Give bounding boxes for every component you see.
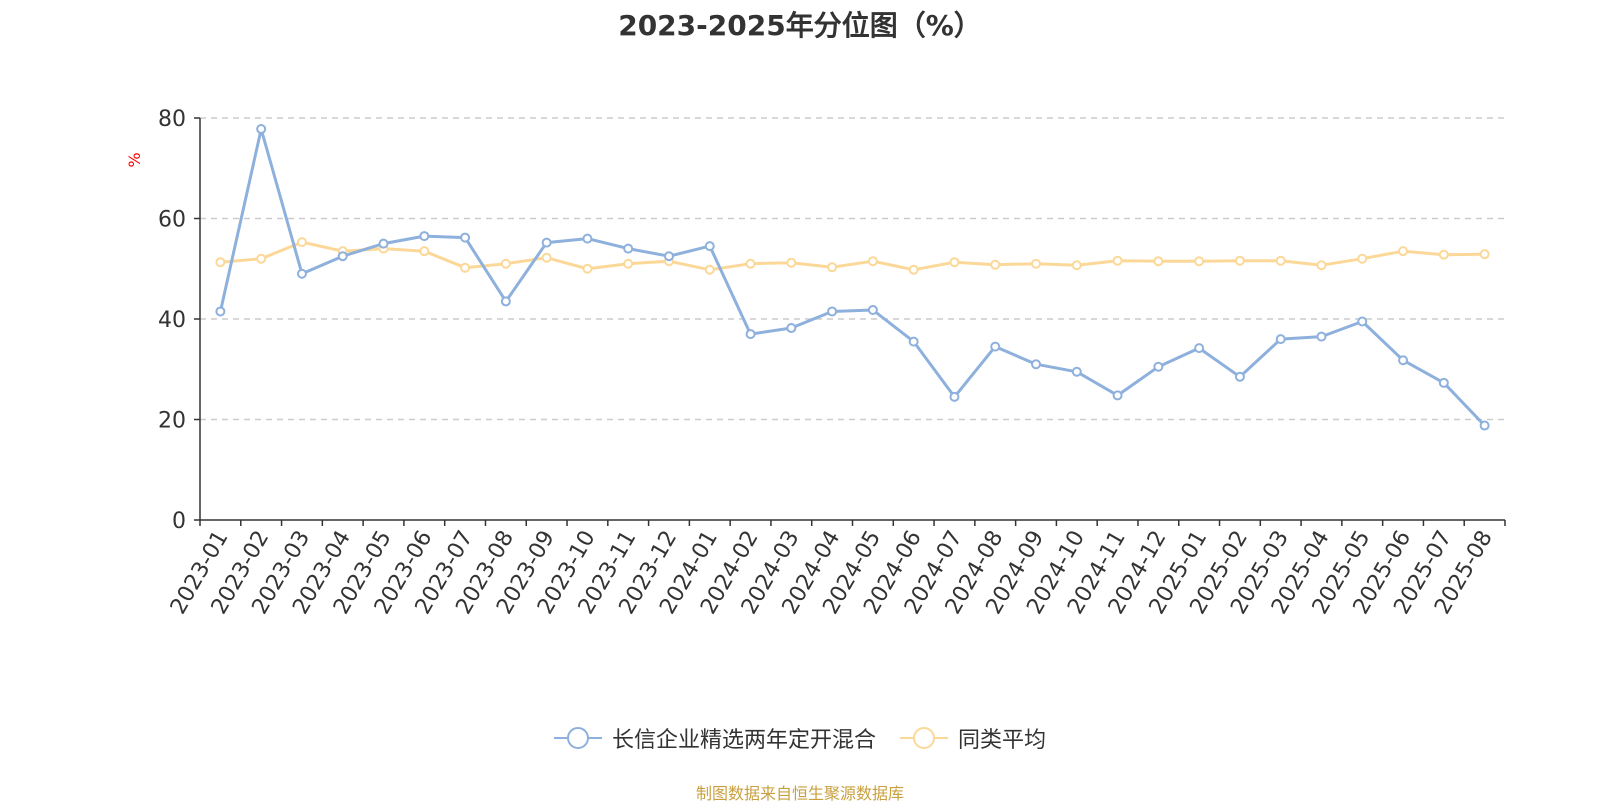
data-point[interactable] <box>215 257 226 268</box>
data-point[interactable] <box>1479 420 1490 431</box>
data-point[interactable] <box>541 237 552 248</box>
data-point[interactable] <box>786 323 797 334</box>
legend-item-fund[interactable]: 长信企业精选两年定开混合 <box>553 722 876 754</box>
data-point[interactable] <box>867 256 878 267</box>
data-point[interactable] <box>1316 260 1327 271</box>
y-tick-label: 0 <box>172 509 186 534</box>
data-point[interactable] <box>1112 390 1123 401</box>
data-point[interactable] <box>1112 255 1123 266</box>
data-point[interactable] <box>1275 334 1286 345</box>
legend-item-average[interactable]: 同类平均 <box>900 722 1046 754</box>
data-point[interactable] <box>908 264 919 275</box>
data-point[interactable] <box>256 124 267 135</box>
data-point[interactable] <box>378 238 389 249</box>
data-point[interactable] <box>1398 355 1409 366</box>
data-point[interactable] <box>1071 260 1082 271</box>
data-point[interactable] <box>500 296 511 307</box>
data-point[interactable] <box>500 258 511 269</box>
data-point[interactable] <box>1357 316 1368 327</box>
data-point[interactable] <box>623 243 634 254</box>
data-point[interactable] <box>215 306 226 317</box>
data-point[interactable] <box>460 262 471 273</box>
y-tick-label: 80 <box>158 107 186 132</box>
source-note: 制图数据来自恒生聚源数据库 <box>695 784 904 803</box>
data-point[interactable] <box>786 257 797 268</box>
data-point[interactable] <box>663 251 674 262</box>
legend-blue-line-icon <box>553 727 602 749</box>
y-tick-label: 60 <box>158 208 186 233</box>
data-point[interactable] <box>990 259 1001 270</box>
data-point[interactable] <box>337 251 348 262</box>
data-point[interactable] <box>419 231 430 242</box>
y-axis-label: % <box>125 152 144 167</box>
data-point[interactable] <box>296 237 307 248</box>
legend-label-fund: 长信企业精选两年定开混合 <box>611 728 876 753</box>
data-point[interactable] <box>1438 249 1449 260</box>
series <box>215 124 1490 431</box>
data-point[interactable] <box>990 341 1001 352</box>
data-point[interactable] <box>1398 246 1409 257</box>
data-point[interactable] <box>827 306 838 317</box>
data-point[interactable] <box>704 264 715 275</box>
data-point[interactable] <box>256 253 267 264</box>
axes: 0204060802023-012023-022023-032023-04202… <box>158 107 1506 619</box>
data-point[interactable] <box>1153 256 1164 267</box>
data-point[interactable] <box>1071 366 1082 377</box>
data-point[interactable] <box>1031 359 1042 370</box>
grid-lines <box>200 117 1505 421</box>
data-point[interactable] <box>1234 371 1245 382</box>
data-point[interactable] <box>1031 258 1042 269</box>
data-point[interactable] <box>1194 256 1205 267</box>
data-point[interactable] <box>1275 255 1286 266</box>
data-point[interactable] <box>827 262 838 273</box>
chart-title: 2023-2025年分位图（%） <box>618 9 982 42</box>
data-point[interactable] <box>1438 377 1449 388</box>
data-point[interactable] <box>867 304 878 315</box>
legend-label-average: 同类平均 <box>958 728 1047 753</box>
data-point[interactable] <box>1194 343 1205 354</box>
data-point[interactable] <box>745 329 756 340</box>
data-point[interactable] <box>949 257 960 268</box>
legend-orange-line-icon <box>900 727 948 749</box>
data-point[interactable] <box>623 258 634 269</box>
data-point[interactable] <box>296 268 307 279</box>
y-tick-label: 40 <box>158 308 186 333</box>
y-tick-label: 20 <box>158 409 186 434</box>
data-point[interactable] <box>745 258 756 269</box>
series-line <box>220 240 1485 272</box>
legend: 长信企业精选两年定开混合 同类平均 <box>0 722 1600 754</box>
data-point[interactable] <box>1316 331 1327 342</box>
data-point[interactable] <box>1153 361 1164 372</box>
data-point[interactable] <box>419 246 430 257</box>
data-point[interactable] <box>460 232 471 243</box>
data-point[interactable] <box>1357 253 1368 264</box>
data-point[interactable] <box>582 233 593 244</box>
data-point[interactable] <box>1479 249 1490 260</box>
data-point[interactable] <box>541 252 552 263</box>
data-point[interactable] <box>1234 255 1245 266</box>
data-point[interactable] <box>582 263 593 274</box>
series-line <box>218 127 1486 427</box>
data-point[interactable] <box>908 336 919 347</box>
data-point[interactable] <box>949 391 960 402</box>
data-point[interactable] <box>704 241 715 252</box>
